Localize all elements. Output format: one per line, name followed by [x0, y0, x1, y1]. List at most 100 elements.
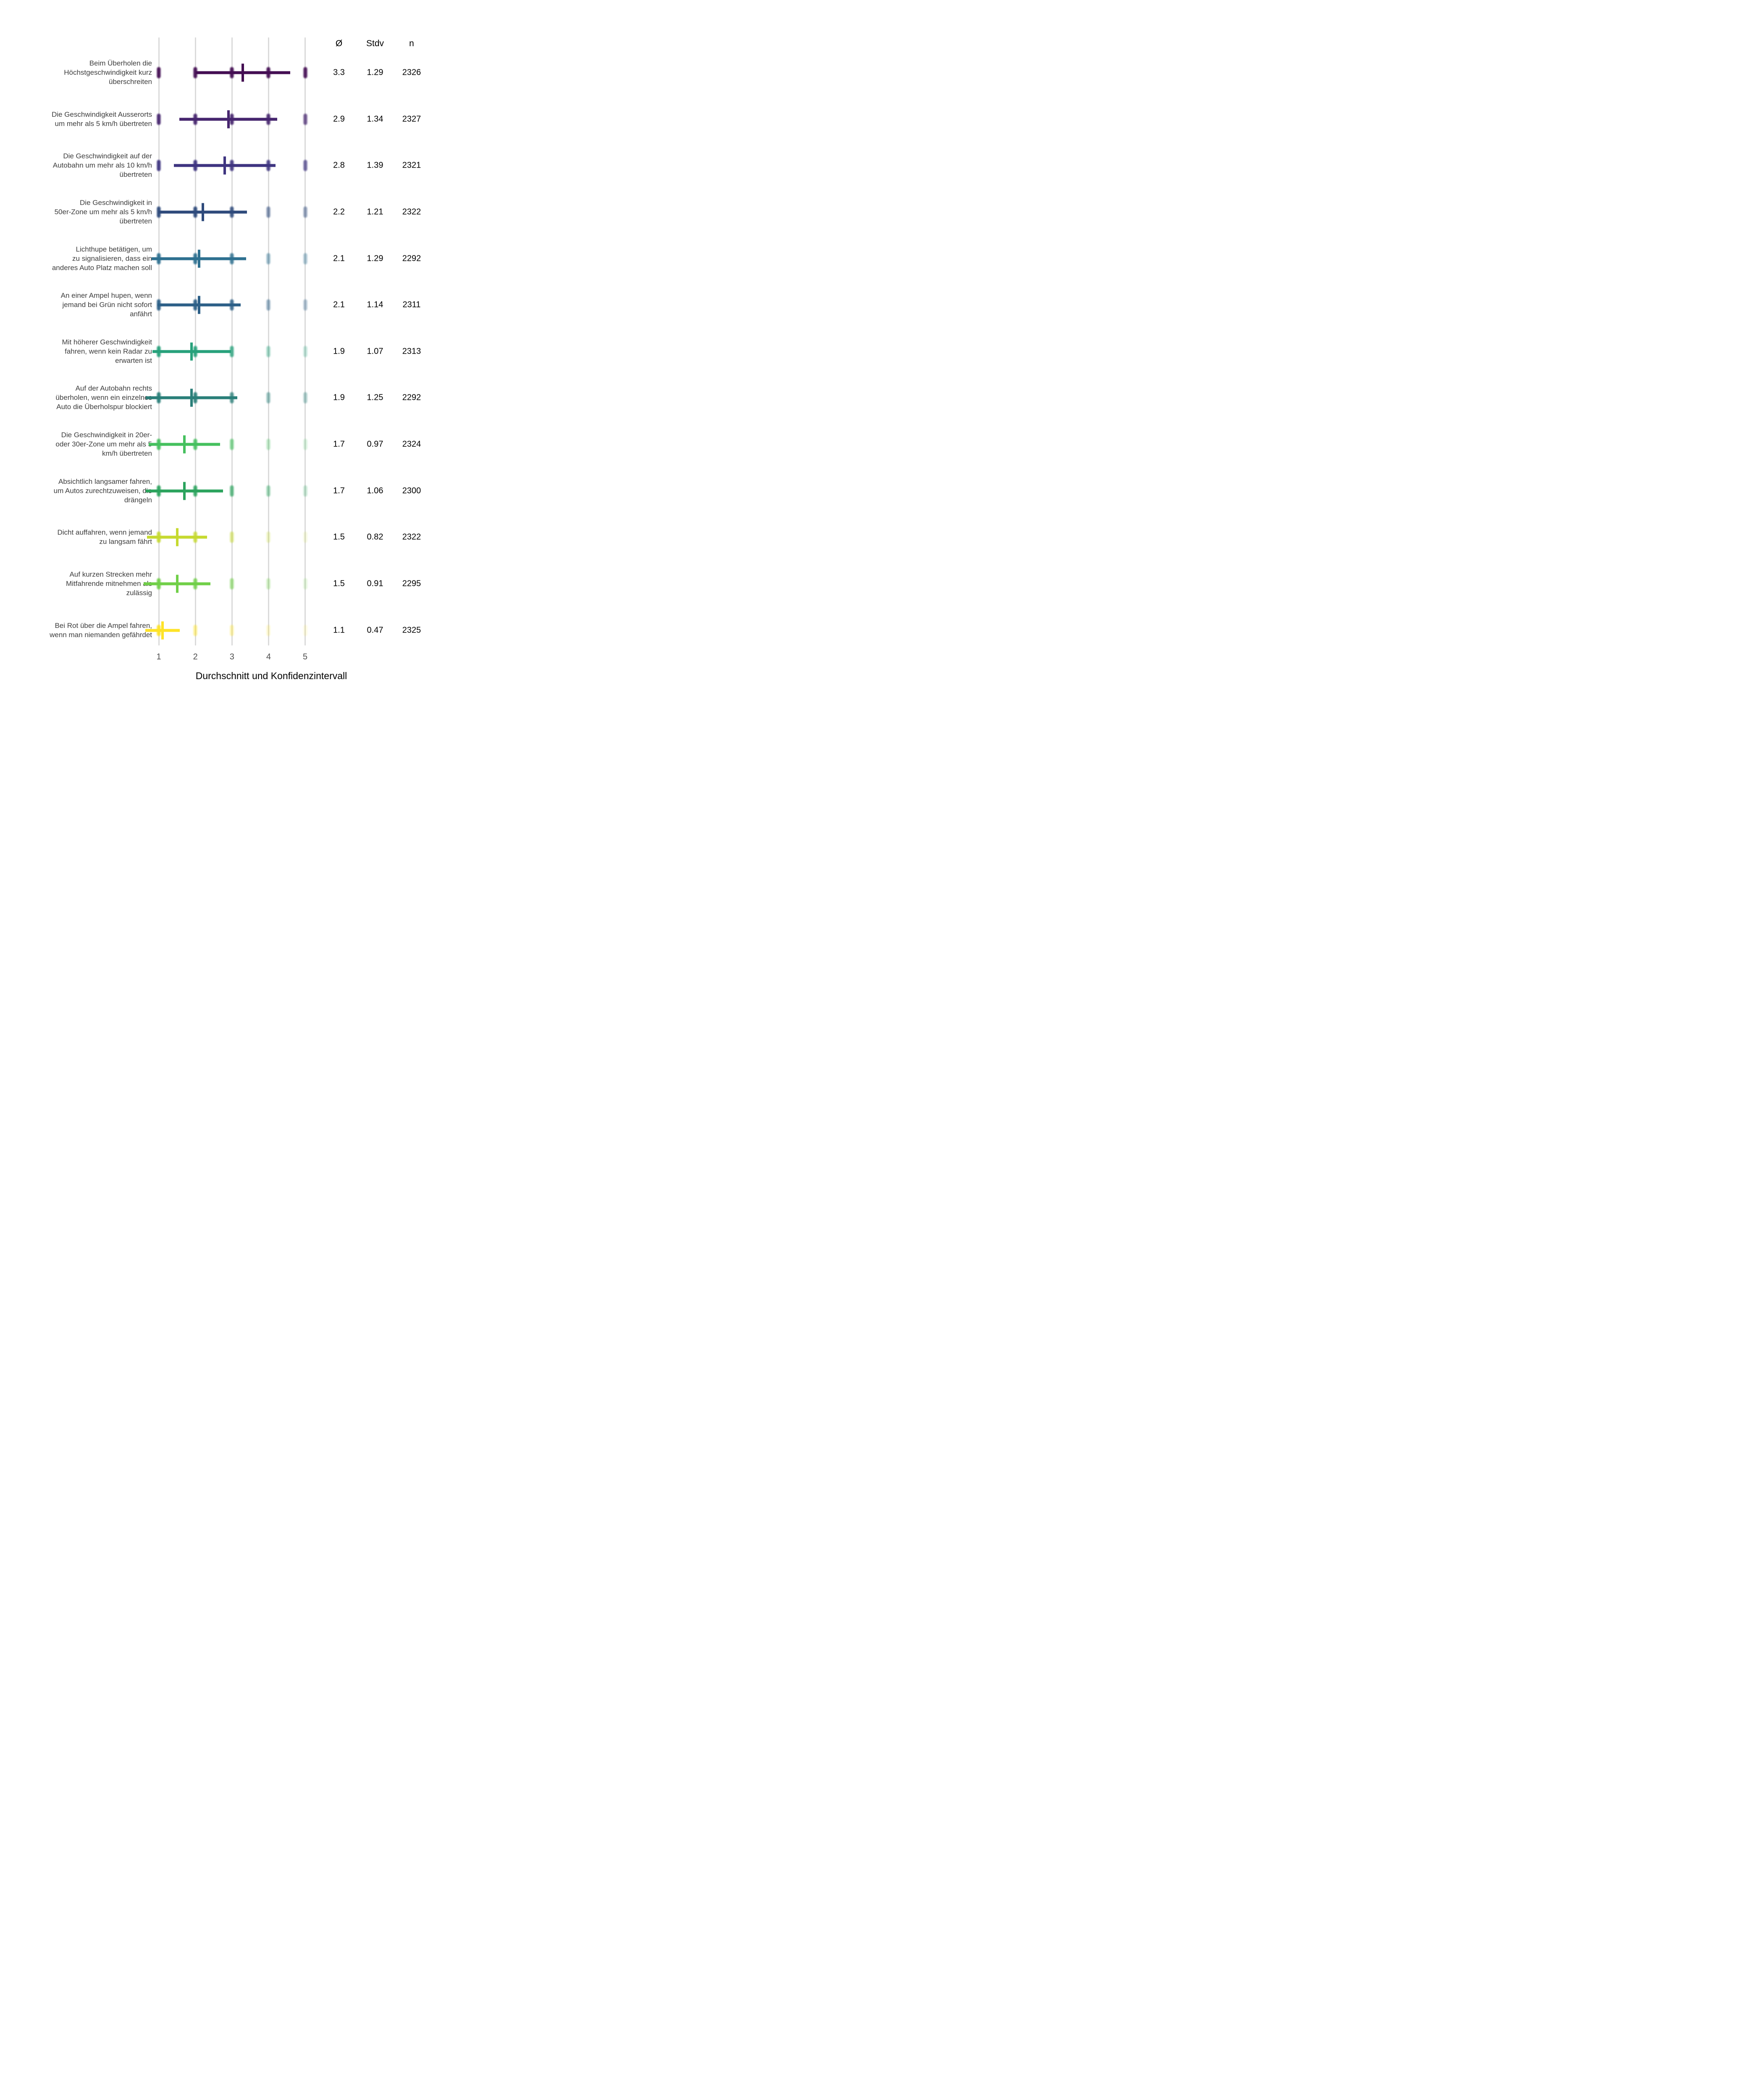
std-value: 0.91	[367, 579, 383, 588]
n-value: 2324	[402, 439, 421, 449]
mean-tick	[176, 575, 178, 593]
mean-value: 1.5	[333, 579, 345, 588]
response-density-dot-2	[193, 67, 197, 79]
response-density-dot-3	[230, 346, 234, 357]
response-density-dot-1	[157, 113, 161, 125]
response-density-dot-4	[266, 485, 270, 497]
mean-tick	[190, 342, 193, 361]
response-density-dot-3	[230, 625, 234, 636]
row-label: Lichthupe betätigen, um zu signalisieren…	[52, 245, 152, 272]
response-density-dot-4	[266, 625, 270, 636]
n-value: 2311	[402, 300, 421, 310]
mean-value: 1.9	[333, 346, 345, 356]
likert-interval-chart: Beim Überholen die Höchstgeschwindigkeit…	[0, 0, 441, 693]
row-label: Auf der Autobahn rechts überholen, wenn …	[55, 384, 152, 411]
n-value: 2326	[402, 68, 421, 77]
response-density-dot-5	[303, 438, 307, 450]
response-density-dot-1	[157, 160, 161, 171]
row-label: Bei Rot über die Ampel fahren, wenn man …	[50, 621, 152, 639]
n-value: 2313	[402, 346, 421, 356]
response-density-dot-3	[230, 578, 234, 590]
std-value: 0.97	[367, 439, 383, 449]
response-density-dot-4	[266, 531, 270, 543]
x-axis-title: Durchschnitt und Konfidenzintervall	[195, 670, 347, 681]
gridline-3	[231, 37, 233, 646]
mean-value: 1.7	[333, 439, 345, 449]
n-value: 2327	[402, 114, 421, 124]
response-density-dot-5	[303, 485, 307, 497]
x-axis-tick-label-4: 4	[266, 652, 271, 662]
mean-value: 2.1	[333, 254, 345, 263]
row-label: Mit höherer Geschwindigkeit fahren, wenn…	[62, 338, 152, 365]
row-label: Die Geschwindigkeit in 50er-Zone um mehr…	[54, 198, 152, 225]
n-value: 2322	[402, 207, 421, 217]
column-header-mean: Ø	[335, 39, 343, 48]
gridline-5	[304, 37, 306, 646]
response-density-dot-5	[303, 299, 307, 311]
mean-value: 2.9	[333, 114, 345, 124]
response-density-dot-4	[266, 392, 270, 404]
mean-tick	[227, 110, 230, 129]
n-value: 2322	[402, 532, 421, 542]
n-value: 2325	[402, 625, 421, 635]
response-density-dot-4	[266, 253, 270, 265]
response-density-dot-5	[303, 346, 307, 357]
mean-value: 2.1	[333, 300, 345, 310]
n-value: 2292	[402, 393, 421, 402]
response-density-dot-5	[303, 160, 307, 171]
x-axis-tick-label-5: 5	[303, 652, 308, 662]
gridline-1	[158, 37, 160, 646]
mean-tick	[161, 621, 164, 640]
response-density-dot-1	[157, 67, 161, 79]
response-density-dot-5	[303, 113, 307, 125]
column-header-std: Stdv	[366, 39, 384, 48]
std-value: 0.47	[367, 625, 383, 635]
std-value: 1.34	[367, 114, 383, 124]
mean-tick	[201, 203, 204, 221]
mean-value: 1.9	[333, 393, 345, 402]
std-value: 0.82	[367, 532, 383, 542]
column-header-n: n	[409, 39, 414, 48]
row-label: Die Geschwindigkeit auf der Autobahn um …	[52, 152, 152, 179]
std-value: 1.25	[367, 393, 383, 402]
mean-tick	[176, 528, 178, 546]
std-value: 1.29	[367, 254, 383, 263]
n-value: 2300	[402, 486, 421, 496]
row-label: Absichtlich langsamer fahren, um Autos z…	[53, 477, 152, 504]
std-value: 1.14	[367, 300, 383, 310]
mean-tick	[183, 482, 186, 500]
mean-tick	[242, 63, 244, 82]
row-label: Die Geschwindigkeit in 20er- oder 30er-Z…	[55, 431, 152, 458]
std-value: 1.21	[367, 207, 383, 217]
mean-value: 1.7	[333, 486, 345, 496]
response-density-dot-3	[230, 485, 234, 497]
response-density-dot-4	[266, 206, 270, 218]
response-density-dot-4	[266, 346, 270, 357]
row-label: Die Geschwindigkeit Ausserorts um mehr a…	[51, 110, 152, 128]
mean-value: 1.1	[333, 625, 345, 635]
row-label: An einer Ampel hupen, wenn jemand bei Gr…	[60, 291, 152, 318]
mean-tick	[197, 296, 200, 314]
gridline-2	[194, 37, 196, 646]
response-density-dot-4	[266, 299, 270, 311]
mean-value: 2.8	[333, 160, 345, 170]
response-density-dot-5	[303, 253, 307, 265]
std-value: 1.39	[367, 160, 383, 170]
n-value: 2321	[402, 160, 421, 170]
response-density-dot-5	[303, 67, 307, 79]
std-value: 1.07	[367, 346, 383, 356]
x-axis-tick-label-3: 3	[229, 652, 234, 662]
response-density-dot-5	[303, 392, 307, 404]
response-density-dot-5	[303, 625, 307, 636]
x-axis-tick-label-1: 1	[156, 652, 161, 662]
mean-tick	[183, 435, 186, 454]
response-density-dot-4	[266, 438, 270, 450]
x-axis-tick-label-2: 2	[193, 652, 198, 662]
response-density-dot-2	[193, 625, 197, 636]
response-density-dot-3	[230, 438, 234, 450]
std-value: 1.06	[367, 486, 383, 496]
mean-value: 1.5	[333, 532, 345, 542]
response-density-dot-4	[266, 578, 270, 590]
row-label: Dicht auffahren, wenn jemand zu langsam …	[57, 528, 152, 546]
gridline-4	[268, 37, 269, 646]
